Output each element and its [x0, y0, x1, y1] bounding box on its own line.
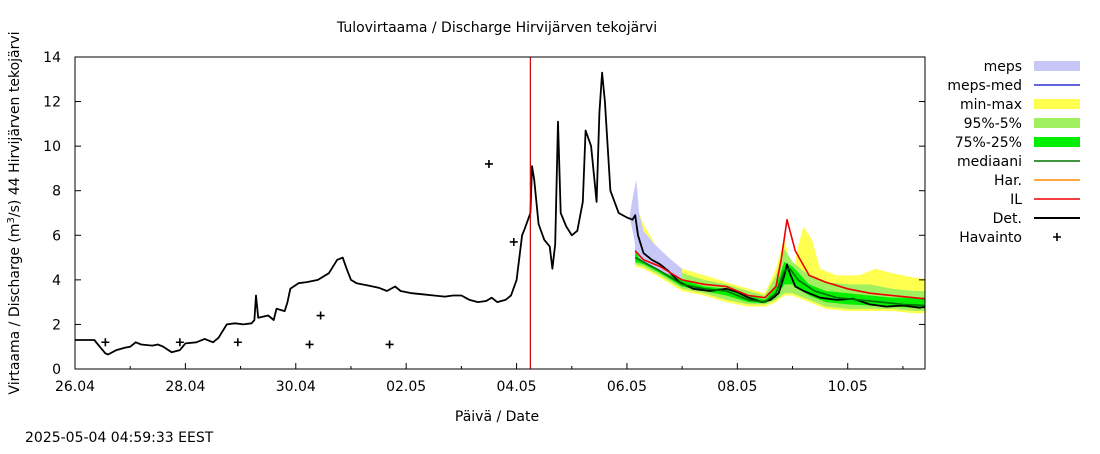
legend: meps meps-med min-max 95%-5% 75%-25% mediaani…	[947, 59, 1080, 246]
x-tick-label-2: 30.04	[276, 379, 316, 395]
y-tick-label-2: 4	[52, 273, 61, 289]
observation-point-0	[101, 338, 110, 347]
legend-label-median: mediaani	[957, 154, 1022, 170]
y-tick-label-5: 10	[43, 139, 61, 155]
x-tick-label-6: 08.05	[717, 379, 757, 395]
plot-data	[75, 57, 925, 369]
legend-swatch-p95_5	[1034, 118, 1080, 128]
legend-label-meps: meps	[984, 59, 1022, 75]
x-tick-label-5: 06.05	[607, 379, 647, 395]
chart-title: Tulovirtaama / Discharge Hirvijärven tek…	[336, 20, 657, 36]
legend-label-p75_25: 75%-25%	[955, 135, 1022, 151]
band-3	[629, 179, 683, 280]
observation-point-3	[305, 340, 314, 349]
x-tick-label-1: 28.04	[165, 379, 205, 395]
y-label-before: Virtaama / Discharge (m	[7, 223, 23, 394]
legend-label-minmax: min-max	[960, 97, 1022, 113]
x-tick-label-3: 02.05	[386, 379, 426, 395]
y-tick-label-1: 2	[52, 317, 61, 333]
observation-point-2	[233, 338, 242, 347]
y-tick-label-3: 6	[52, 228, 61, 244]
y-tick-label-0: 0	[52, 362, 61, 378]
legend-swatch-minmax	[1034, 99, 1080, 109]
y-tick-label-7: 14	[43, 50, 61, 66]
series-line-1	[634, 218, 925, 300]
x-tick-label-7: 10.05	[828, 379, 868, 395]
axes: 0 2 4 6 8 10 12 14 26.04 28.04 30.04 02.05 04.05 06.0…	[43, 50, 926, 395]
y-axis-label: Virtaama / Discharge (m3/s) 44 Hirvijärv…	[6, 31, 23, 394]
legend-label-il: IL	[1010, 192, 1022, 208]
legend-swatch-p75_25	[1034, 137, 1080, 147]
legend-label-p95_5: 95%-5%	[964, 116, 1022, 132]
y-label-after: /s) 44 Hirvijärven tekojärvi	[7, 31, 23, 217]
x-tick-label-0: 26.04	[55, 379, 95, 395]
legend-label-det: Det.	[993, 211, 1022, 227]
x-tick-label-4: 04.05	[497, 379, 537, 395]
observation-point-4	[316, 311, 325, 320]
series-line-2	[634, 256, 925, 307]
band-2	[635, 248, 925, 309]
observation-point-5	[385, 340, 394, 349]
legend-label-meps_med: meps-med	[947, 78, 1022, 94]
legend-swatch-meps	[1034, 61, 1080, 71]
y-tick-label-4: 8	[52, 184, 61, 200]
observation-point-6	[484, 159, 493, 168]
legend-label-obs: Havainto	[959, 230, 1022, 246]
timestamp: 2025-05-04 04:59:33 EEST	[25, 430, 214, 446]
plot-area	[75, 57, 925, 369]
y-label-sup: 3	[6, 217, 17, 223]
observation-point-1	[175, 338, 184, 347]
observation-point-7	[509, 237, 518, 246]
legend-label-har: Har.	[994, 173, 1022, 189]
x-axis-label: Päivä / Date	[455, 409, 539, 425]
legend-swatch-obs	[1053, 233, 1061, 241]
plot-frame	[74, 56, 926, 370]
series-line-0	[75, 71, 925, 356]
y-tick-label-6: 12	[43, 95, 61, 111]
